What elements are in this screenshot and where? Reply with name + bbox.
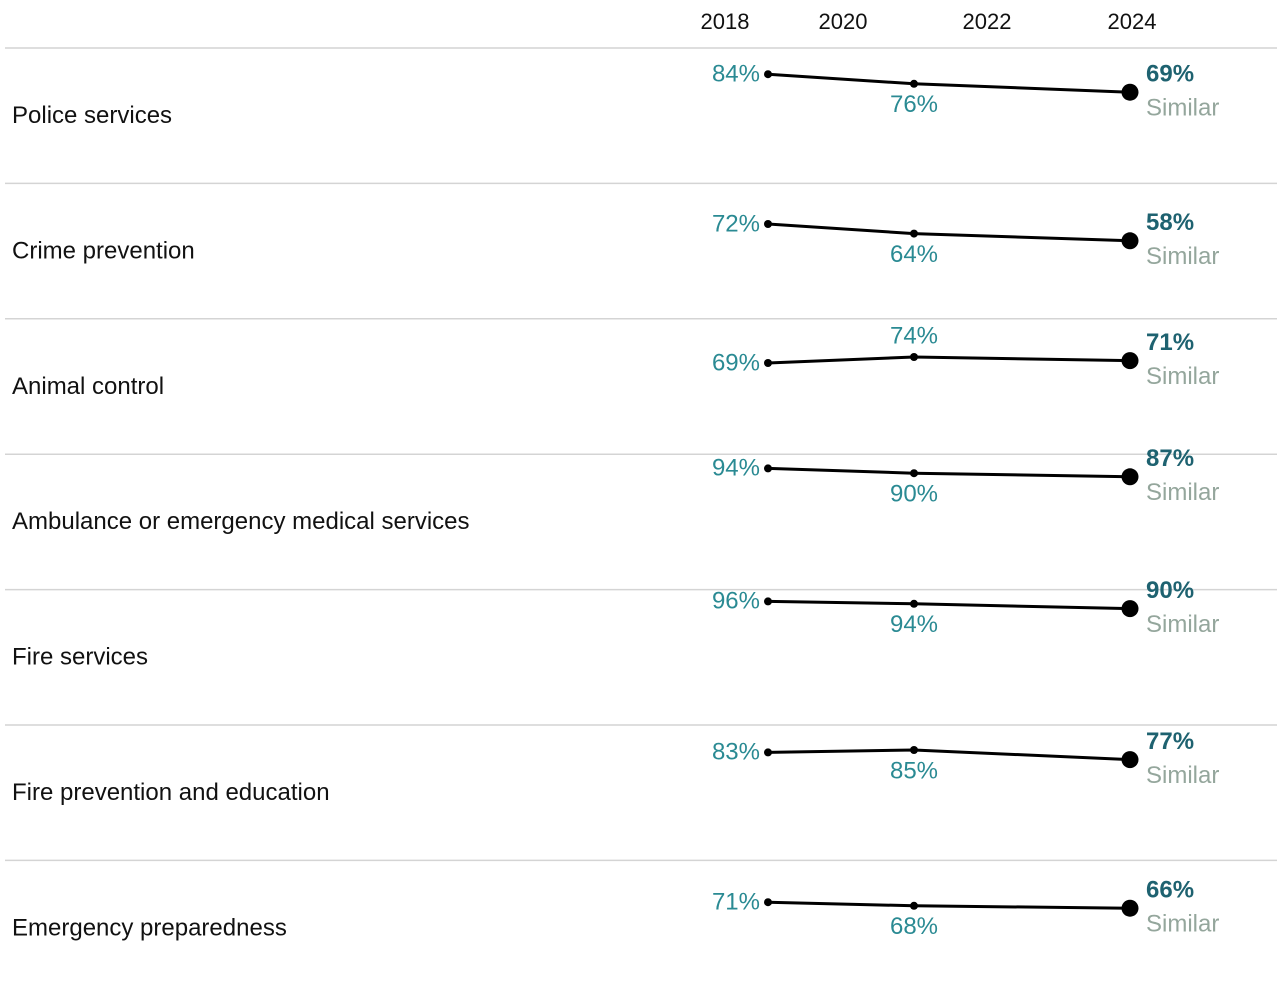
data-point bbox=[1121, 352, 1139, 370]
value-label: 71% bbox=[712, 889, 760, 916]
comparison-label: Similar bbox=[1146, 479, 1219, 506]
latest-value-label: 71% bbox=[1146, 329, 1194, 356]
value-label: 94% bbox=[890, 611, 938, 638]
trend-line bbox=[767, 222, 1131, 243]
data-point bbox=[764, 464, 772, 473]
trend-line bbox=[767, 900, 1131, 910]
data-point bbox=[910, 79, 918, 88]
data-point bbox=[764, 220, 772, 228]
data-point bbox=[910, 901, 918, 910]
data-point bbox=[764, 898, 772, 907]
data-point bbox=[1121, 232, 1139, 250]
value-label: 84% bbox=[712, 61, 760, 88]
latest-value-label: 87% bbox=[1146, 445, 1194, 472]
data-point bbox=[910, 469, 918, 478]
data-point bbox=[1121, 899, 1139, 917]
trend-line bbox=[767, 72, 1131, 94]
value-label: 96% bbox=[712, 588, 760, 615]
value-label: 72% bbox=[712, 210, 760, 237]
comparison-label: Similar bbox=[1146, 611, 1219, 638]
data-point bbox=[910, 599, 918, 608]
data-point bbox=[1121, 751, 1139, 769]
value-label: 85% bbox=[890, 757, 938, 784]
data-point bbox=[1121, 468, 1139, 486]
value-label: 64% bbox=[890, 241, 938, 268]
row-label: Fire prevention and education bbox=[12, 779, 330, 806]
year-label: 2020 bbox=[819, 9, 868, 34]
row-label: Ambulance or emergency medical services bbox=[12, 508, 470, 535]
value-label: 68% bbox=[890, 913, 938, 940]
row-label: Crime prevention bbox=[12, 237, 195, 264]
row-label: Police services bbox=[12, 102, 172, 129]
comparison-label: Similar bbox=[1146, 243, 1219, 270]
data-point bbox=[910, 746, 918, 754]
row-label: Animal control bbox=[12, 373, 164, 400]
data-point bbox=[910, 353, 918, 361]
trend-line bbox=[767, 748, 1131, 762]
comparison-label: Similar bbox=[1146, 762, 1219, 789]
latest-value-label: 77% bbox=[1146, 728, 1194, 755]
trend-line bbox=[767, 466, 1131, 479]
latest-value-label: 69% bbox=[1146, 61, 1194, 88]
year-label: 2024 bbox=[1108, 9, 1157, 34]
comparison-label: Similar bbox=[1146, 911, 1219, 938]
row-label: Emergency preparedness bbox=[12, 914, 287, 941]
data-point bbox=[764, 359, 772, 367]
data-point bbox=[910, 229, 918, 238]
comparison-label: Similar bbox=[1146, 363, 1219, 390]
value-label: 76% bbox=[890, 91, 938, 118]
value-label: 69% bbox=[712, 349, 760, 376]
trend-line bbox=[767, 599, 1131, 611]
latest-value-label: 90% bbox=[1146, 577, 1194, 604]
data-point bbox=[764, 70, 772, 79]
value-label: 74% bbox=[890, 322, 938, 349]
year-label: 2022 bbox=[963, 9, 1012, 34]
trend-line bbox=[767, 355, 1131, 365]
data-point bbox=[1121, 600, 1139, 618]
data-point bbox=[1121, 83, 1139, 101]
latest-value-label: 66% bbox=[1146, 877, 1194, 904]
data-point bbox=[764, 597, 772, 606]
comparison-label: Similar bbox=[1146, 95, 1219, 122]
value-label: 83% bbox=[712, 739, 760, 766]
row-label: Fire services bbox=[12, 644, 148, 671]
data-point bbox=[764, 748, 772, 757]
value-label: 90% bbox=[890, 481, 938, 508]
year-label: 2018 bbox=[701, 9, 750, 34]
value-label: 94% bbox=[712, 455, 760, 482]
latest-value-label: 58% bbox=[1146, 209, 1194, 236]
